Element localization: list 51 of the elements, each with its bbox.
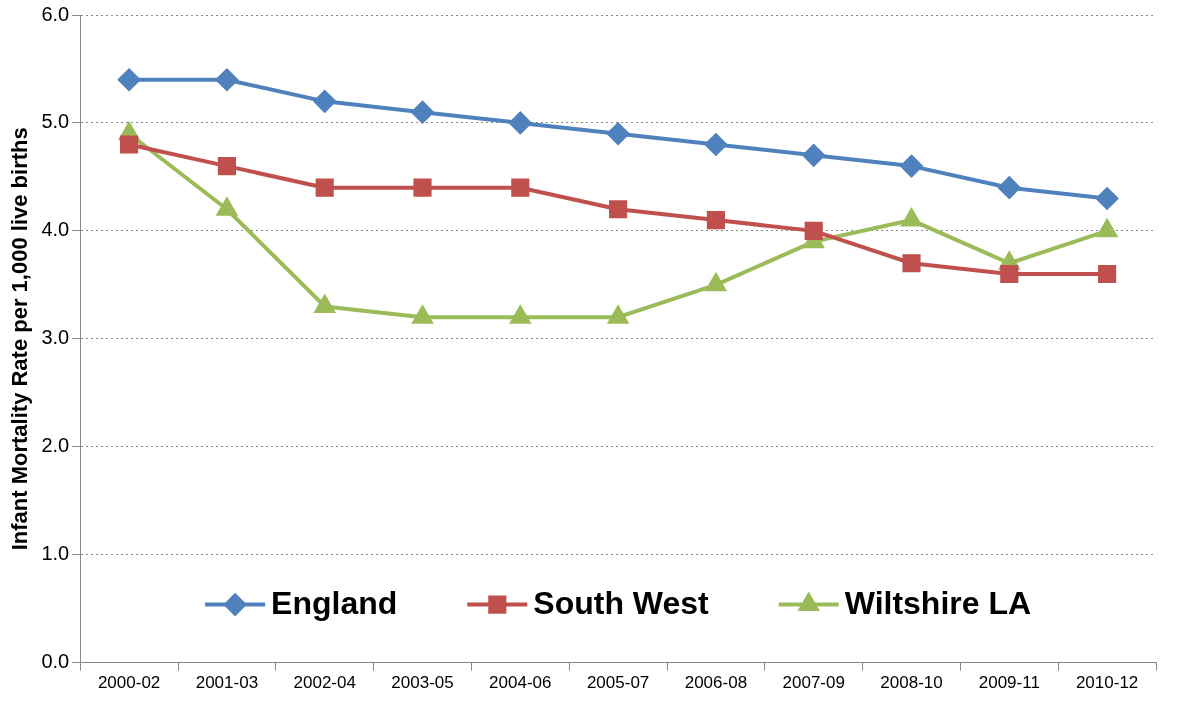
x-tick-label: 2005-07 — [586, 673, 650, 693]
y-tick-label: 0.0 — [41, 650, 70, 673]
point — [804, 221, 823, 240]
x-tick-label: 2001-03 — [195, 673, 259, 693]
point — [215, 68, 238, 91]
y-tick-label: 1.0 — [41, 542, 70, 565]
point — [902, 254, 921, 273]
point — [313, 90, 336, 113]
x-tick-label: 2002-04 — [293, 673, 356, 693]
point — [607, 122, 630, 145]
point — [1000, 264, 1019, 284]
point — [412, 306, 433, 324]
point — [315, 178, 334, 197]
point — [1096, 187, 1119, 210]
point — [704, 271, 727, 292]
point — [706, 211, 725, 230]
legend-label: South West — [533, 585, 710, 622]
point — [998, 176, 1021, 199]
x-tick-label: 2009-11 — [978, 673, 1040, 693]
legend-label: England — [271, 585, 398, 622]
y-tick-label: 5.0 — [41, 110, 70, 133]
point — [802, 144, 825, 167]
point — [411, 101, 434, 124]
point — [1098, 264, 1117, 284]
point — [217, 198, 237, 216]
point — [609, 200, 628, 219]
x-tick-label: 2004-06 — [489, 673, 552, 693]
y-axis-title: Infant Mortality Rate per 1,000 live births — [7, 127, 33, 551]
x-tick-label: 2000-02 — [97, 673, 161, 693]
y-tick-label: 2.0 — [41, 434, 70, 457]
point — [510, 306, 531, 324]
point — [120, 135, 139, 154]
point — [217, 157, 236, 176]
point — [608, 306, 628, 324]
y-tick-label: 6.0 — [41, 2, 70, 25]
x-tick-label: 2003-05 — [391, 673, 454, 693]
x-tick-label: 2007-09 — [782, 673, 845, 693]
y-tick-label: 4.0 — [41, 218, 70, 241]
point — [511, 178, 530, 197]
x-tick-label: 2006-08 — [684, 673, 748, 693]
legend-label: Wiltshire LA — [844, 585, 1032, 622]
point — [314, 295, 335, 313]
y-tick-label: 3.0 — [41, 326, 70, 349]
point — [118, 68, 141, 91]
point — [900, 155, 923, 178]
x-tick-label: 2008-10 — [880, 673, 943, 693]
point — [901, 209, 922, 227]
point — [509, 111, 532, 134]
x-tick-label: 2010-12 — [1075, 673, 1139, 693]
point — [704, 133, 727, 156]
point — [413, 178, 432, 197]
